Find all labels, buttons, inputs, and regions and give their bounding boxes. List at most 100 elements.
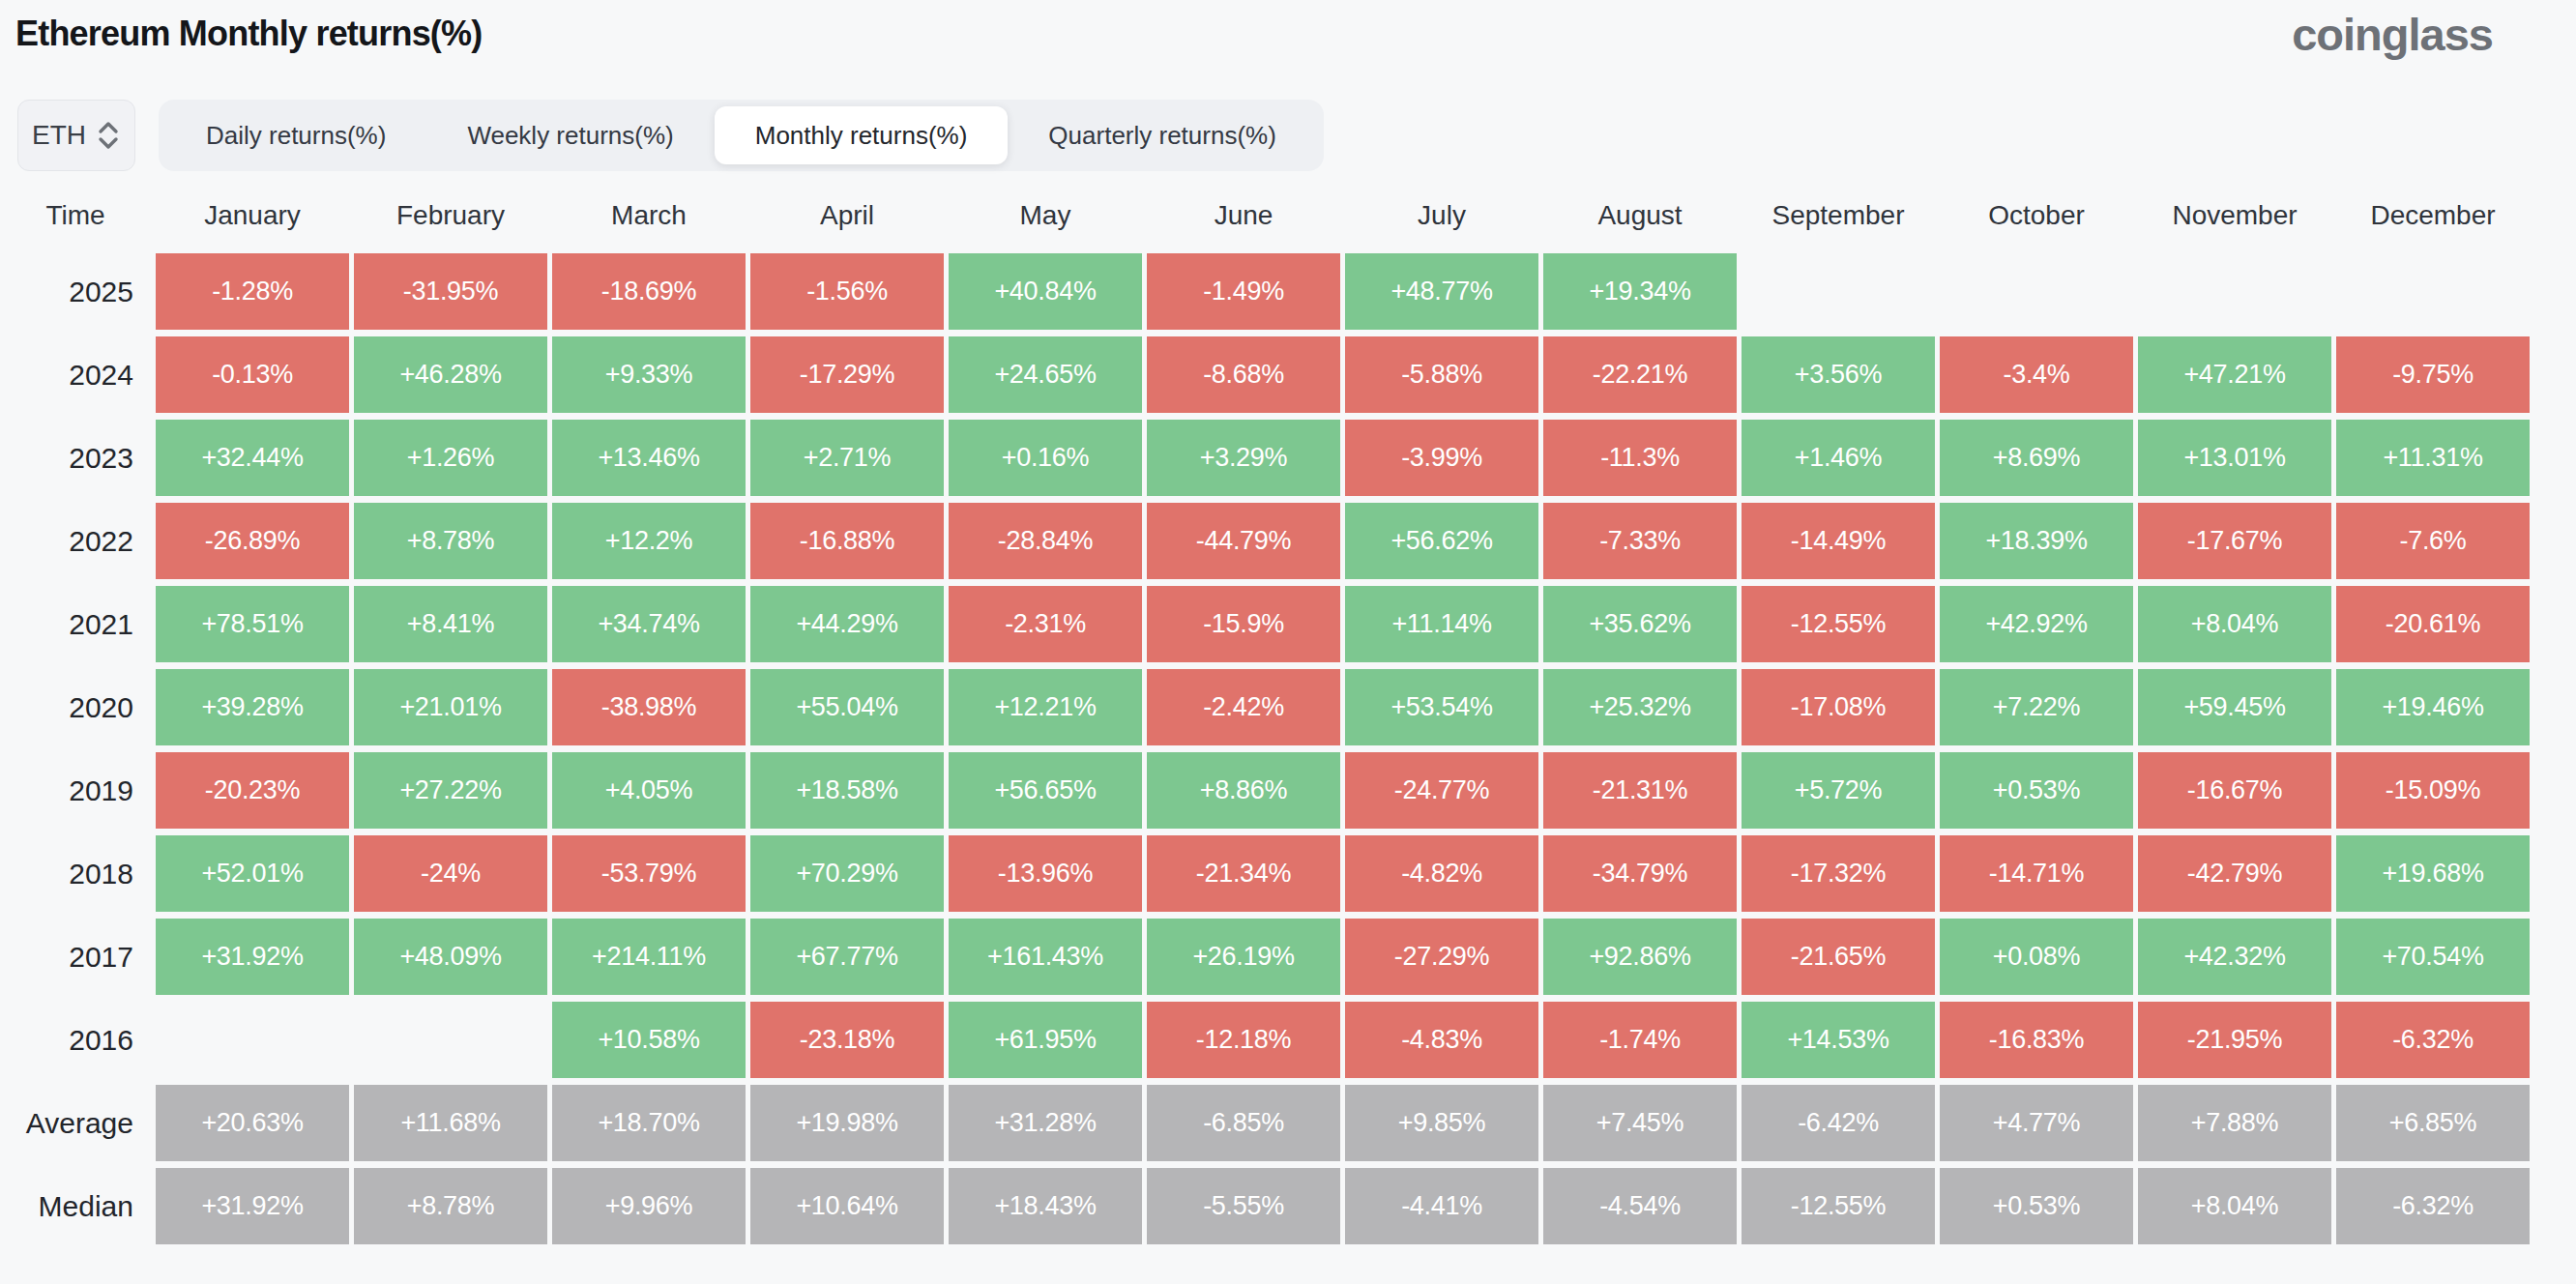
return-cell: -34.79% (1543, 835, 1737, 912)
return-cell: +25.32% (1543, 669, 1737, 745)
empty-cell (354, 1002, 547, 1078)
return-cell: +6.85% (2336, 1085, 2530, 1161)
return-cell: +48.77% (1345, 253, 1538, 330)
return-cell: -17.32% (1742, 835, 1935, 912)
col-header-october: October (1940, 185, 2133, 247)
return-cell: -15.9% (1147, 586, 1340, 662)
return-cell: +8.04% (2138, 1168, 2331, 1244)
return-cell: +0.53% (1940, 1168, 2133, 1244)
col-header-february: February (354, 185, 547, 247)
return-cell: +42.32% (2138, 919, 2331, 995)
return-cell: +3.56% (1742, 336, 1935, 413)
return-cell: -21.34% (1147, 835, 1340, 912)
return-cell: +7.22% (1940, 669, 2133, 745)
return-cell: -28.84% (949, 503, 1142, 579)
return-cell: -5.88% (1345, 336, 1538, 413)
tab-quarterly-returns[interactable]: Quarterly returns(%) (1008, 106, 1317, 164)
return-cell: +20.63% (156, 1085, 349, 1161)
return-cell: +11.14% (1345, 586, 1538, 662)
page-title: Ethereum Monthly returns(%) (15, 12, 482, 55)
return-cell: +55.04% (750, 669, 944, 745)
return-cell: +8.86% (1147, 752, 1340, 829)
row-label-median: Median (0, 1168, 151, 1244)
return-cell: -8.68% (1147, 336, 1340, 413)
return-cell: -17.67% (2138, 503, 2331, 579)
return-cell: +1.26% (354, 420, 547, 496)
return-cell: -17.08% (1742, 669, 1935, 745)
return-cell: +24.65% (949, 336, 1142, 413)
return-cell: +8.78% (354, 503, 547, 579)
returns-period-tabs: Daily returns(%)Weekly returns(%)Monthly… (159, 100, 1324, 171)
return-cell: +5.72% (1742, 752, 1935, 829)
return-cell: +26.19% (1147, 919, 1340, 995)
row-label-2017: 2017 (0, 919, 151, 995)
return-cell: +35.62% (1543, 586, 1737, 662)
return-cell: +10.58% (552, 1002, 746, 1078)
return-cell: +52.01% (156, 835, 349, 912)
tab-weekly-returns[interactable]: Weekly returns(%) (426, 106, 714, 164)
return-cell: -17.29% (750, 336, 944, 413)
return-cell: +40.84% (949, 253, 1142, 330)
return-cell: +4.77% (1940, 1085, 2133, 1161)
return-cell: -15.09% (2336, 752, 2530, 829)
return-cell: -26.89% (156, 503, 349, 579)
row-label-2023: 2023 (0, 420, 151, 496)
empty-cell (1940, 253, 2133, 330)
return-cell: +42.92% (1940, 586, 2133, 662)
col-header-time: Time (0, 185, 151, 247)
return-cell: +70.29% (750, 835, 944, 912)
return-cell: +7.45% (1543, 1085, 1737, 1161)
return-cell: -14.71% (1940, 835, 2133, 912)
return-cell: +0.08% (1940, 919, 2133, 995)
return-cell: +53.54% (1345, 669, 1538, 745)
return-cell: +19.46% (2336, 669, 2530, 745)
return-cell: -2.31% (949, 586, 1142, 662)
return-cell: +13.01% (2138, 420, 2331, 496)
return-cell: -24.77% (1345, 752, 1538, 829)
return-cell: -12.18% (1147, 1002, 1340, 1078)
return-cell: -31.95% (354, 253, 547, 330)
return-cell: +9.33% (552, 336, 746, 413)
return-cell: -21.95% (2138, 1002, 2331, 1078)
return-cell: +8.69% (1940, 420, 2133, 496)
return-cell: -1.74% (1543, 1002, 1737, 1078)
return-cell: -2.42% (1147, 669, 1340, 745)
return-cell: +18.39% (1940, 503, 2133, 579)
col-header-july: July (1345, 185, 1538, 247)
return-cell: +47.21% (2138, 336, 2331, 413)
col-header-august: August (1543, 185, 1737, 247)
return-cell: -20.23% (156, 752, 349, 829)
return-cell: -53.79% (552, 835, 746, 912)
return-cell: -16.88% (750, 503, 944, 579)
return-cell: +21.01% (354, 669, 547, 745)
return-cell: +10.64% (750, 1168, 944, 1244)
return-cell: +59.45% (2138, 669, 2331, 745)
return-cell: -38.98% (552, 669, 746, 745)
row-label-2020: 2020 (0, 669, 151, 745)
return-cell: -21.31% (1543, 752, 1737, 829)
return-cell: +48.09% (354, 919, 547, 995)
return-cell: -16.67% (2138, 752, 2331, 829)
return-cell: +31.92% (156, 919, 349, 995)
return-cell: +19.68% (2336, 835, 2530, 912)
return-cell: -7.33% (1543, 503, 1737, 579)
col-header-november: November (2138, 185, 2331, 247)
chevron-updown-icon (96, 118, 121, 153)
return-cell: +31.28% (949, 1085, 1142, 1161)
row-label-2019: 2019 (0, 752, 151, 829)
col-header-january: January (156, 185, 349, 247)
tab-daily-returns[interactable]: Daily returns(%) (165, 106, 426, 164)
symbol-select[interactable]: ETH (17, 100, 135, 171)
return-cell: -27.29% (1345, 919, 1538, 995)
tab-monthly-returns[interactable]: Monthly returns(%) (715, 106, 1009, 164)
return-cell: -5.55% (1147, 1168, 1340, 1244)
return-cell: +8.41% (354, 586, 547, 662)
return-cell: +2.71% (750, 420, 944, 496)
return-cell: +78.51% (156, 586, 349, 662)
empty-cell (156, 1002, 349, 1078)
return-cell: +11.31% (2336, 420, 2530, 496)
top-bar: Ethereum Monthly returns(%) coinglass (0, 0, 2576, 57)
controls-row: ETH Daily returns(%)Weekly returns(%)Mon… (17, 100, 2576, 171)
return-cell: +4.05% (552, 752, 746, 829)
return-cell: -6.85% (1147, 1085, 1340, 1161)
